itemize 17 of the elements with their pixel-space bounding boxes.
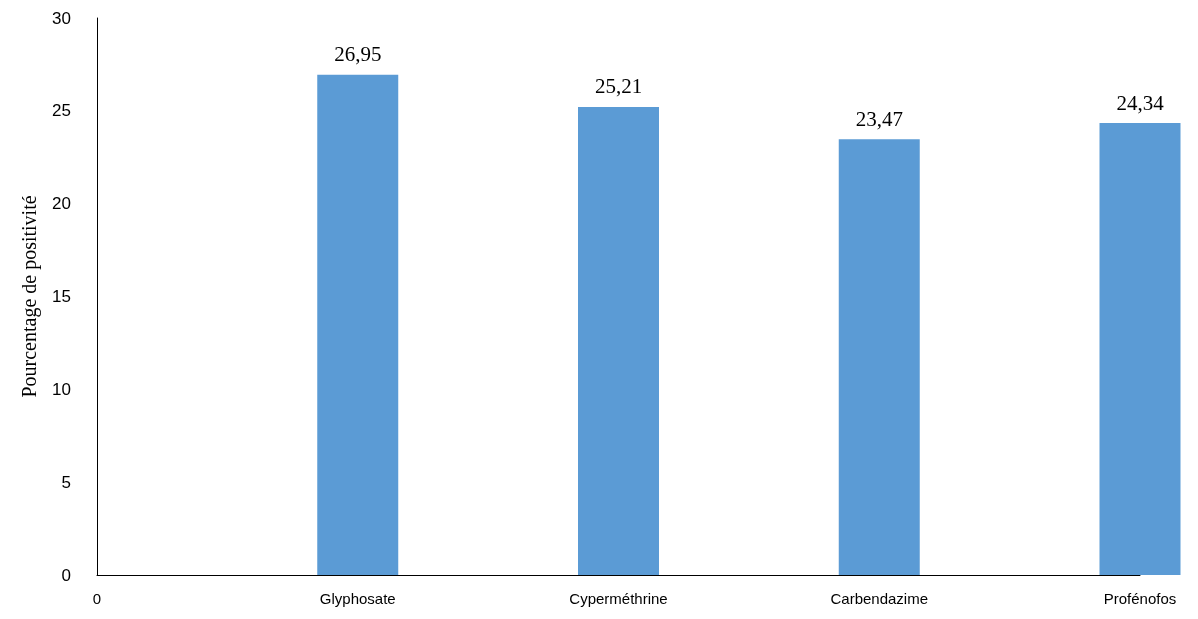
x-tick-label: 0 bbox=[92, 590, 102, 607]
y-tick-label: 15 bbox=[52, 287, 71, 306]
y-tick-label: 0 bbox=[61, 565, 71, 585]
data-label: 23,47 bbox=[855, 106, 903, 131]
data-label: 25,21 bbox=[594, 74, 643, 99]
y-axis-title: Pourcentage de positivité bbox=[18, 195, 41, 398]
x-tick-label: Glyphosate bbox=[319, 590, 396, 607]
x-tick-label: Cyperméthrine bbox=[569, 590, 668, 607]
y-tick-label: 20 bbox=[52, 194, 71, 214]
data-label: 26,95 bbox=[334, 42, 382, 67]
x-tick-label: Carbendazime bbox=[830, 590, 929, 607]
x-tick-label: Profénofos bbox=[1103, 590, 1177, 607]
y-tick-label: 25 bbox=[52, 101, 71, 121]
y-tick-label: 10 bbox=[52, 379, 71, 399]
data-label: 24,34 bbox=[1116, 90, 1165, 115]
y-tick-label: 30 bbox=[52, 8, 71, 28]
y-tick-label: 5 bbox=[61, 472, 71, 492]
